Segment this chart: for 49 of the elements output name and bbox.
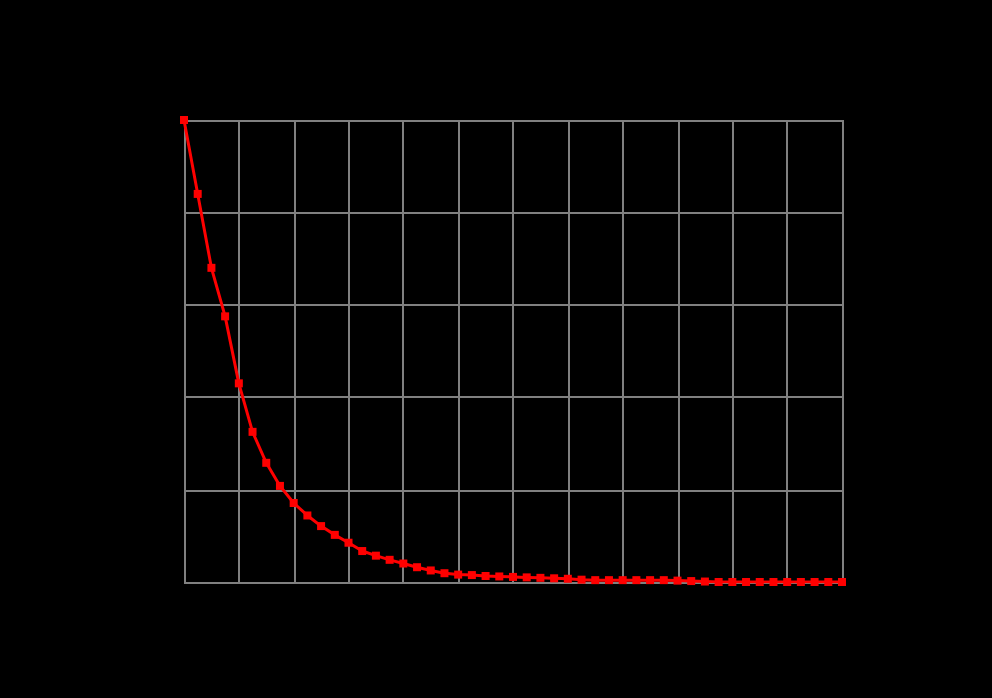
point: [358, 547, 367, 556]
point: [536, 573, 545, 582]
point: [687, 577, 696, 586]
point: [221, 312, 230, 321]
point: [481, 571, 490, 580]
point: [728, 578, 737, 586]
point: [399, 559, 408, 568]
point: [742, 578, 751, 586]
point: [426, 566, 435, 575]
point: [563, 574, 572, 583]
point: [810, 578, 819, 586]
point: [714, 578, 723, 586]
point: [440, 569, 449, 578]
point: [467, 571, 476, 580]
point: [824, 578, 833, 586]
point: [632, 576, 641, 585]
point: [193, 189, 202, 198]
point: [509, 572, 517, 581]
point: [180, 116, 188, 124]
point: [673, 576, 682, 585]
point: [454, 570, 463, 579]
point: [495, 572, 504, 581]
point: [262, 458, 271, 467]
point: [769, 578, 778, 586]
point: [303, 511, 312, 520]
point: [591, 576, 600, 585]
point: [522, 573, 531, 582]
point: [248, 427, 257, 436]
point: [796, 578, 805, 586]
point: [344, 538, 353, 547]
point: [618, 576, 627, 585]
point: [234, 379, 243, 388]
point: [838, 578, 846, 586]
point: [207, 263, 216, 272]
point: [371, 551, 380, 560]
point: [550, 574, 559, 583]
point: [385, 555, 394, 564]
point: [330, 530, 339, 539]
point: [646, 576, 655, 585]
point: [604, 576, 613, 585]
point: [659, 576, 668, 585]
point: [700, 577, 709, 586]
point: [783, 578, 792, 586]
point: [275, 481, 284, 490]
point: [755, 578, 764, 586]
point: [317, 522, 326, 531]
point: [289, 499, 298, 507]
point: [577, 575, 586, 584]
point: [413, 563, 422, 572]
